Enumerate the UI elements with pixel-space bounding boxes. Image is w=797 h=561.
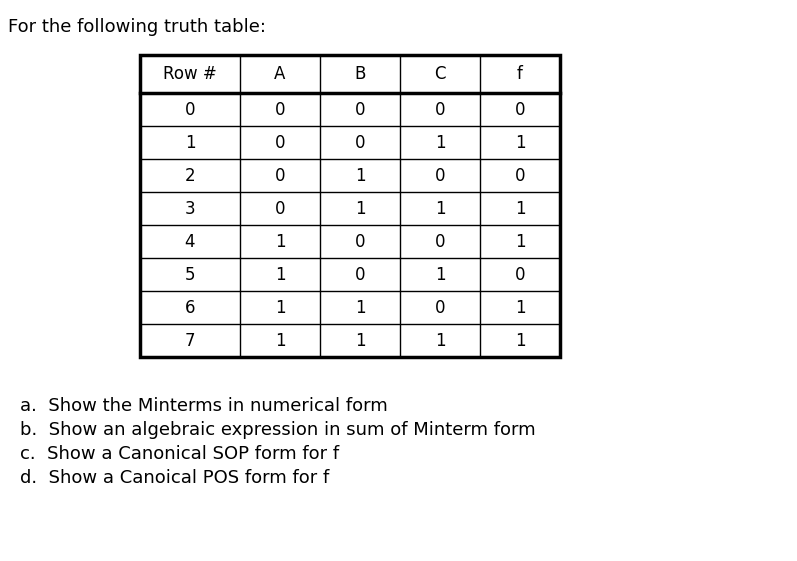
Text: 0: 0	[185, 100, 195, 118]
Text: 4: 4	[185, 232, 195, 251]
Text: 1: 1	[275, 332, 285, 350]
Text: 1: 1	[275, 232, 285, 251]
Text: Row #: Row #	[163, 65, 217, 83]
Text: B: B	[355, 65, 366, 83]
Text: 7: 7	[185, 332, 195, 350]
Text: 1: 1	[275, 265, 285, 283]
Text: a.  Show the Minterms in numerical form: a. Show the Minterms in numerical form	[20, 397, 388, 415]
Text: 5: 5	[185, 265, 195, 283]
Text: 1: 1	[355, 332, 365, 350]
Text: f: f	[517, 65, 523, 83]
Text: 1: 1	[434, 134, 446, 151]
Text: 0: 0	[355, 265, 365, 283]
Text: c.  Show a Canonical SOP form for f: c. Show a Canonical SOP form for f	[20, 445, 340, 463]
Text: 0: 0	[515, 265, 525, 283]
Text: 0: 0	[275, 167, 285, 185]
Text: 1: 1	[515, 134, 525, 151]
Text: 0: 0	[434, 298, 446, 316]
Text: 0: 0	[275, 200, 285, 218]
Text: 1: 1	[434, 265, 446, 283]
Text: 1: 1	[185, 134, 195, 151]
Text: 1: 1	[515, 298, 525, 316]
Text: 0: 0	[355, 100, 365, 118]
Text: A: A	[274, 65, 285, 83]
Text: 1: 1	[275, 298, 285, 316]
Text: 0: 0	[275, 100, 285, 118]
Text: 0: 0	[434, 100, 446, 118]
Text: 3: 3	[185, 200, 195, 218]
Bar	[140, 55, 560, 357]
Text: 1: 1	[355, 200, 365, 218]
Text: 0: 0	[515, 167, 525, 185]
Text: 0: 0	[275, 134, 285, 151]
Text: C: C	[434, 65, 446, 83]
Text: 1: 1	[355, 167, 365, 185]
Text: 0: 0	[515, 100, 525, 118]
Text: 0: 0	[355, 232, 365, 251]
Text: 6: 6	[185, 298, 195, 316]
Text: 0: 0	[355, 134, 365, 151]
Text: 1: 1	[434, 200, 446, 218]
Text: 1: 1	[515, 200, 525, 218]
Text: 0: 0	[434, 167, 446, 185]
Text: 1: 1	[434, 332, 446, 350]
Text: 1: 1	[515, 232, 525, 251]
Text: For the following truth table:: For the following truth table:	[8, 18, 266, 36]
Text: 2: 2	[185, 167, 195, 185]
Text: 1: 1	[355, 298, 365, 316]
Text: 1: 1	[515, 332, 525, 350]
Text: 0: 0	[434, 232, 446, 251]
Text: b.  Show an algebraic expression in sum of Minterm form: b. Show an algebraic expression in sum o…	[20, 421, 536, 439]
Text: d.  Show a Canoical POS form for f: d. Show a Canoical POS form for f	[20, 469, 329, 487]
